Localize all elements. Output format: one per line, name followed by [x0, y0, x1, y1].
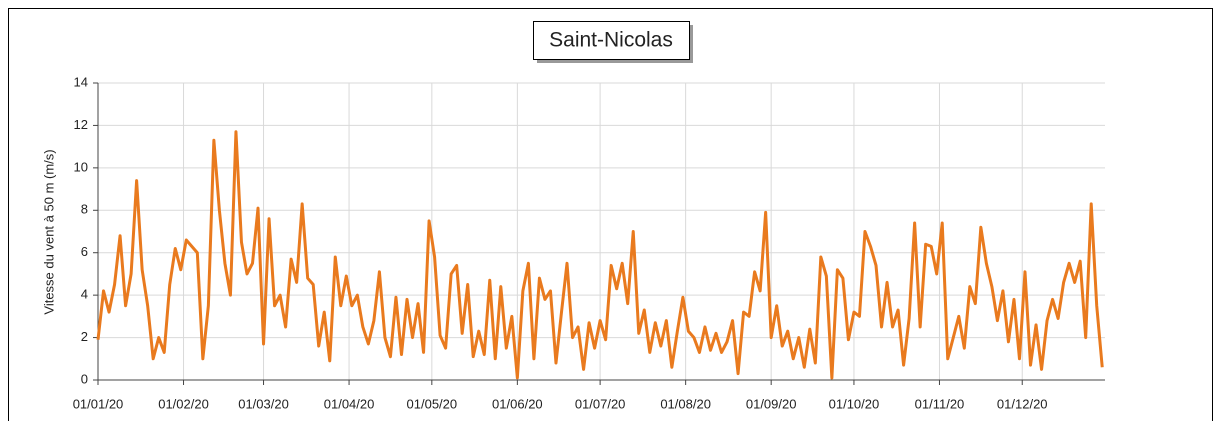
y-tick-label: 8: [81, 202, 88, 217]
x-tick-label: 01/12/20: [997, 396, 1048, 411]
y-tick-label: 10: [74, 159, 88, 174]
y-tick-label: 4: [81, 287, 88, 302]
x-tick-label: 01/08/20: [660, 396, 711, 411]
x-tick-label: 01/04/20: [324, 396, 375, 411]
title-box: [533, 21, 690, 60]
y-tick-label: 0: [81, 371, 88, 386]
x-tick-label: 01/07/20: [575, 396, 626, 411]
x-tick-label: 01/09/20: [746, 396, 797, 411]
y-tick-label: 6: [81, 244, 88, 259]
y-tick-label: 14: [74, 74, 88, 89]
chart-border: [8, 8, 1213, 421]
x-tick-label: 01/01/20: [73, 396, 124, 411]
x-tick-label: 01/06/20: [492, 396, 543, 411]
data-line: [96, 130, 1104, 380]
y-tick-label: 12: [74, 117, 88, 132]
x-tick-label: 01/02/20: [158, 396, 209, 411]
x-tick-label: 01/10/20: [829, 396, 880, 411]
chart-title: Saint-Nicolas: [549, 29, 673, 52]
x-tick-label: 01/05/20: [407, 396, 458, 411]
y-axis-label: Vitesse du vent à 50 m (m/s): [41, 149, 56, 314]
x-tick-label: 01/03/20: [238, 396, 289, 411]
x-tick-label: 01/11/20: [915, 396, 965, 411]
y-tick-label: 2: [81, 329, 88, 344]
